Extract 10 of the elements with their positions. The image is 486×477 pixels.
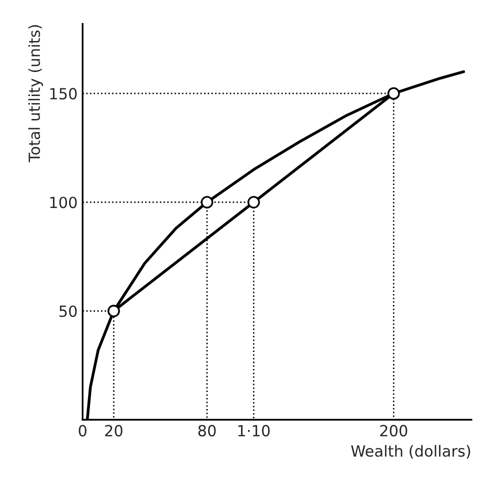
x-tick-label: 80 [198, 424, 216, 436]
x-tick-label: 1·10 [238, 424, 270, 436]
x-axis-title: Wealth (dollars) [351, 444, 470, 459]
x-tick-label: 20 [105, 424, 122, 436]
y-tick-label: 150 [50, 88, 77, 100]
x-tick-label: 200 [380, 424, 408, 436]
y-axis-title: Total utility (units) [28, 25, 44, 162]
y-tick-label: 50 [59, 305, 77, 318]
x-tick-label: 0 [78, 424, 86, 436]
y-tick-label: 100 [50, 196, 77, 208]
